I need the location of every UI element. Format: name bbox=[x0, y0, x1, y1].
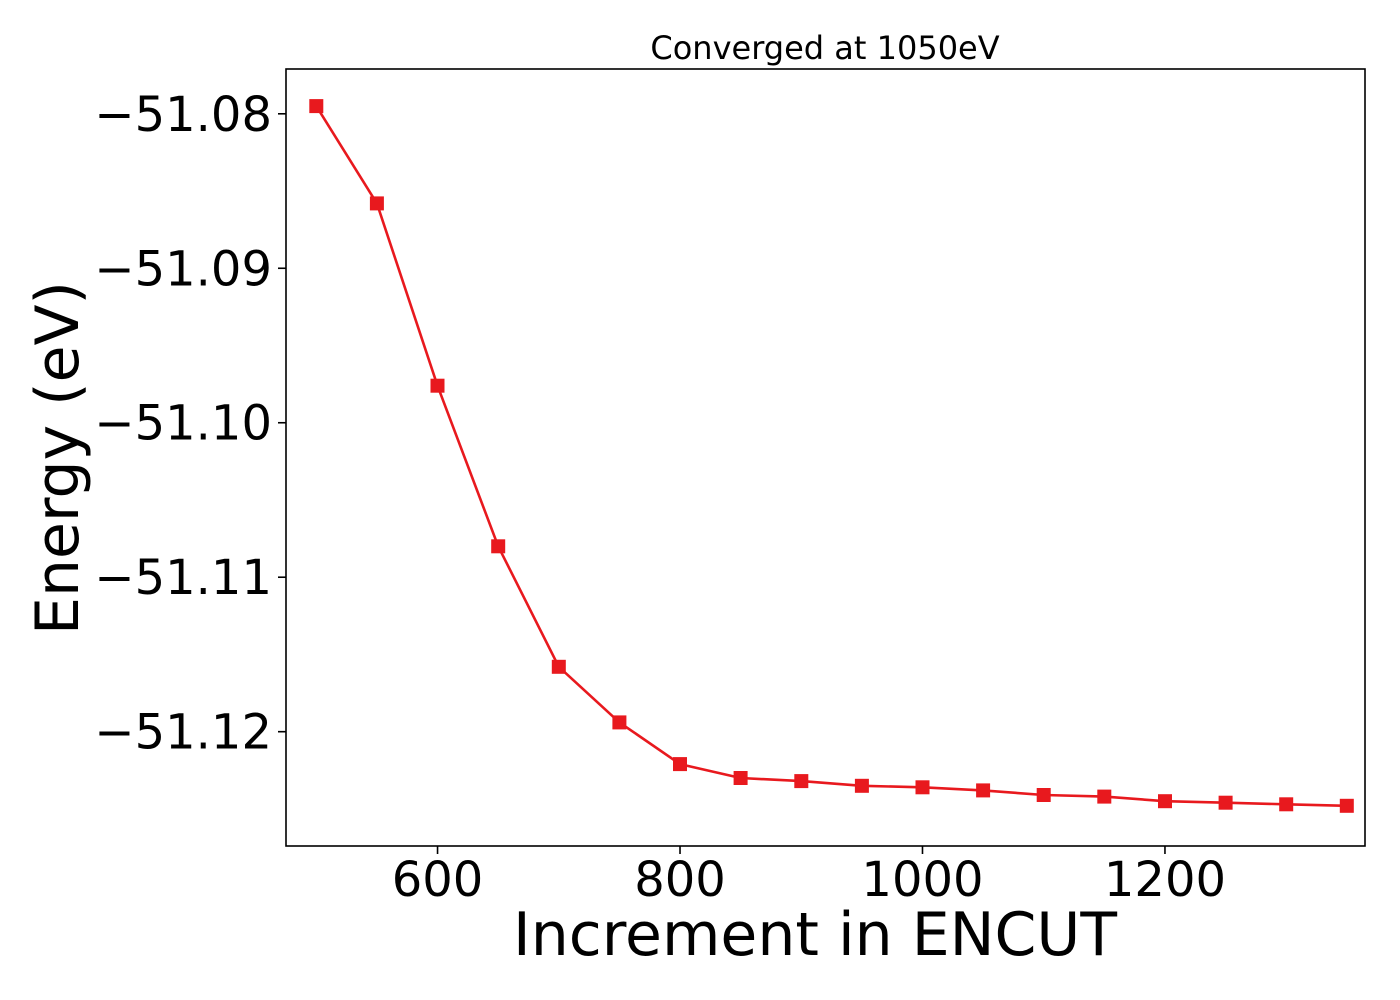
data-point-marker bbox=[369, 196, 384, 211]
data-point-marker bbox=[733, 771, 748, 785]
y-tick-label: −51.10 bbox=[94, 396, 272, 452]
x-axis-title: Increment in ENCUT bbox=[513, 900, 1117, 970]
y-tick-label: −51.11 bbox=[94, 550, 272, 606]
y-tick-label: −51.08 bbox=[94, 87, 272, 143]
data-point-marker bbox=[976, 783, 991, 798]
data-point-marker bbox=[794, 774, 809, 789]
chart-title: Converged at 1050eV bbox=[650, 29, 999, 67]
plot-area: 600 800 1000 1200 −51.08 −51.09 −51.10 −51.11 −5… bbox=[94, 68, 1366, 908]
y-tick-label: −51.12 bbox=[94, 705, 272, 761]
data-point-marker bbox=[854, 778, 869, 793]
data-point-marker bbox=[915, 780, 930, 795]
data-point-marker bbox=[1279, 797, 1294, 812]
data-point-marker bbox=[430, 378, 445, 393]
data-point-marker bbox=[1158, 794, 1172, 809]
data-point-marker bbox=[1218, 795, 1233, 810]
x-tick-label: 600 bbox=[392, 852, 484, 908]
data-point-marker bbox=[309, 99, 324, 114]
y-tick-label: −51.09 bbox=[94, 241, 272, 297]
data-point-marker bbox=[1036, 788, 1051, 802]
data-point-marker bbox=[551, 659, 566, 674]
plot-frame bbox=[285, 68, 1366, 847]
data-point-marker bbox=[1097, 789, 1112, 804]
x-tick-label: 1000 bbox=[861, 852, 983, 908]
x-tick-label: 800 bbox=[634, 852, 726, 908]
data-point-marker bbox=[673, 757, 687, 772]
data-point-marker bbox=[612, 715, 627, 730]
data-point-marker bbox=[1339, 798, 1354, 813]
y-axis-title: Energy (eV) bbox=[23, 281, 93, 635]
series-line bbox=[315, 105, 1347, 808]
x-tick-label: 1200 bbox=[1104, 852, 1226, 908]
data-point-marker bbox=[491, 539, 506, 554]
